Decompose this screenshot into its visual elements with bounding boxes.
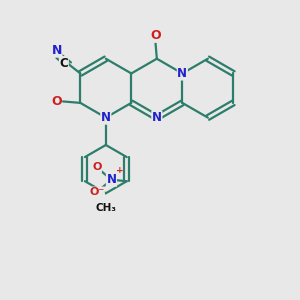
Text: +: + xyxy=(116,166,123,175)
Text: N: N xyxy=(152,111,162,124)
Text: N: N xyxy=(177,67,187,80)
Text: O⁻: O⁻ xyxy=(89,187,104,197)
Text: O: O xyxy=(150,29,161,42)
Text: CH₃: CH₃ xyxy=(95,203,116,213)
Text: O: O xyxy=(51,95,62,108)
Text: C: C xyxy=(59,57,68,70)
Text: N: N xyxy=(101,111,111,124)
Text: O: O xyxy=(92,162,101,172)
Text: N: N xyxy=(106,173,116,186)
Text: N: N xyxy=(52,44,62,57)
